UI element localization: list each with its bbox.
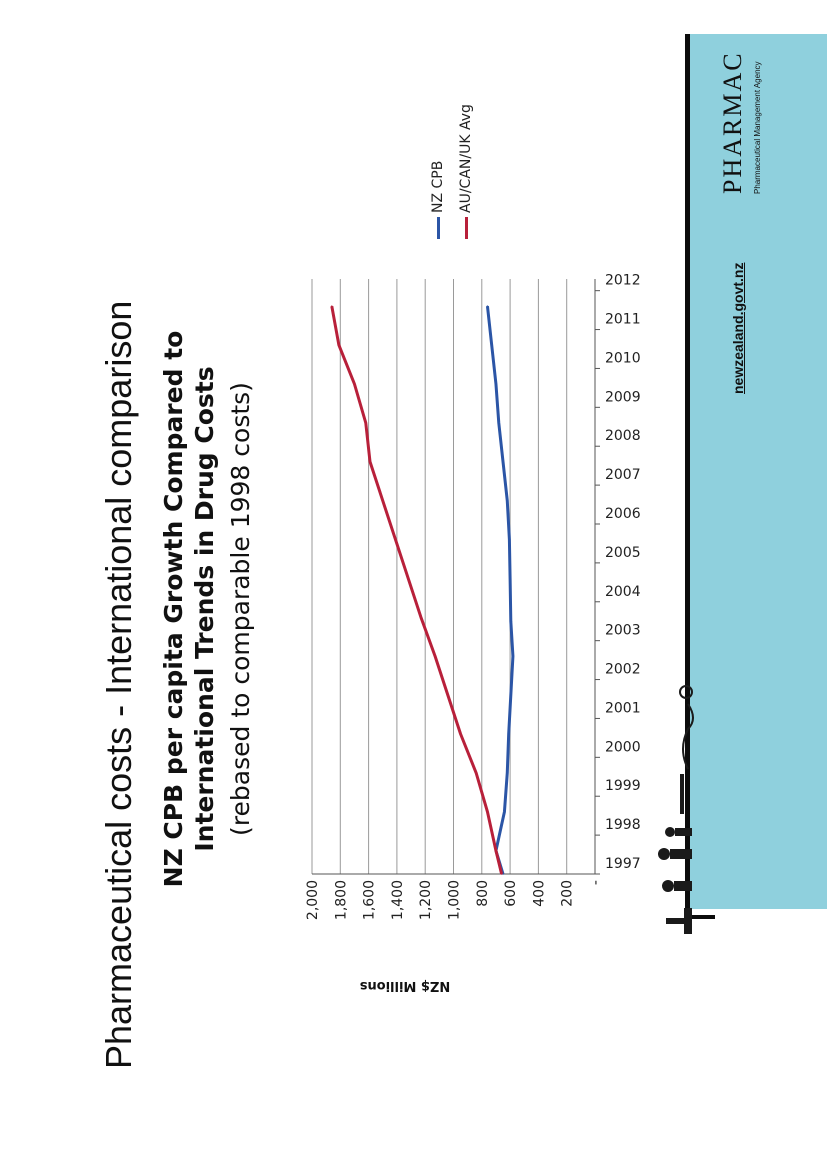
y-tick-label: 200 [560,880,576,907]
data-point-intl-avg [486,810,489,813]
footer-url-link[interactable]: newzealand.govt.nz [730,262,746,394]
y-tick-label: 1,600 [362,880,378,920]
y-tick-label: 2,000 [305,880,321,920]
legend-item-nz-cpb: NZ CPB [430,161,446,239]
footer-band: newzealand.govt.nz PHARMAC Pharmaceutica… [685,34,827,1124]
data-point-nz-cpb [495,383,497,385]
x-tick-label: 2009 [605,389,641,405]
x-tick-label: 2003 [605,623,641,639]
legend-swatch-nz-cpb [436,217,440,239]
x-tick-label: 2010 [605,350,641,366]
data-point-nz-cpb [506,499,509,502]
data-point-intl-avg [331,305,333,308]
y-tick-label: 1,800 [333,880,349,920]
people-illustration-graphic [658,685,694,934]
legend-item-intl-avg: AU/CAN/UK Avg [458,104,474,239]
data-point-intl-avg [369,460,371,463]
x-tick-label: 2011 [605,312,641,328]
y-tick-label: 1,200 [418,880,434,920]
y-tick-label: 1,000 [447,880,463,920]
y-tick-label: 1,400 [390,880,406,920]
legend-label-nz-cpb: NZ CPB [430,160,446,213]
data-point-nz-cpb [509,577,511,580]
data-point-nz-cpb [503,810,506,813]
data-point-nz-cpb [506,772,509,774]
data-point-intl-avg [338,344,340,346]
data-point-intl-avg [407,577,410,580]
data-point-intl-avg [500,873,503,875]
data-point-nz-cpb [510,620,512,623]
x-tick-label: 2005 [605,545,641,561]
data-point-intl-avg [459,733,462,735]
data-point-nz-cpb [508,538,511,541]
legend-label-intl-avg: AU/CAN/UK Avg [458,104,474,213]
y-tick-label: 400 [531,880,547,907]
data-point-intl-avg [381,499,384,502]
data-point-intl-avg [420,616,422,619]
x-tick-label: 2012 [605,273,641,289]
data-point-intl-avg [394,538,397,541]
x-tick-label: 2001 [605,700,641,716]
data-point-nz-cpb [512,655,514,658]
data-point-intl-avg [475,772,477,774]
data-point-intl-avg [364,422,367,424]
data-point-nz-cpb [497,422,500,424]
legend-swatch-intl-avg [464,217,468,239]
x-tick-label: 2006 [605,506,641,522]
x-tick-label: 1998 [605,817,641,833]
y-tick-label: - [588,880,604,885]
x-tick-label: 2000 [605,739,641,755]
pharmac-logo: PHARMAC [718,51,747,194]
x-tick-label: 1997 [605,856,641,872]
y-tick-label: 600 [503,880,519,907]
data-point-nz-cpb [510,694,512,696]
series-line-intl-avg [330,305,504,875]
data-point-nz-cpb [486,305,489,308]
x-tick-label: 2008 [605,428,641,444]
x-tick-label: 2007 [605,467,641,483]
x-tick-label: 2002 [605,662,641,678]
data-point-intl-avg [495,849,497,852]
x-tick-label: 2004 [605,584,641,600]
data-point-nz-cpb [502,460,504,463]
x-tick-label: 1999 [605,778,641,794]
data-point-intl-avg [434,655,436,658]
pharmac-logo-subtitle: Pharmaceutical Management Agency [753,61,762,194]
data-point-intl-avg [447,694,449,696]
series-line-nz-cpb [485,306,515,875]
data-point-nz-cpb [507,733,510,735]
data-point-nz-cpb [490,344,493,346]
y-tick-label: 800 [475,880,491,907]
data-point-intl-avg [353,383,356,385]
